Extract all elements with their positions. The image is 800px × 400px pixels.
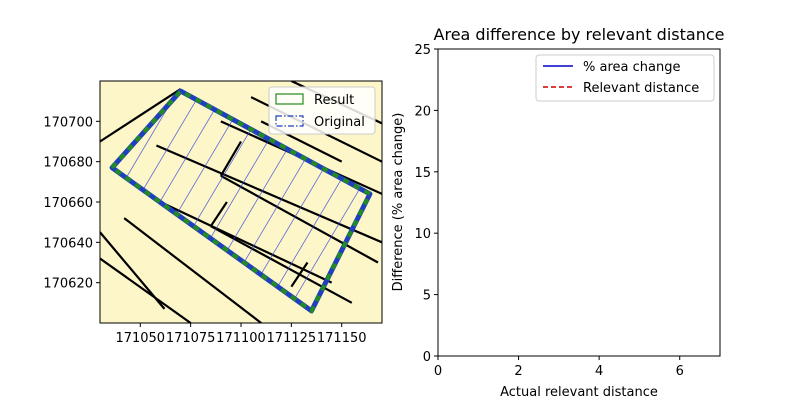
map-x-tick-label: 171075: [166, 331, 216, 346]
chart-y-tick-label: 20: [414, 104, 431, 119]
chart-x-tick-label: 6: [676, 364, 684, 379]
map-legend-box: [268, 86, 376, 135]
map-y-tick-label: 170640: [43, 236, 93, 251]
map-y-tick-label: 170680: [43, 156, 93, 171]
chart-legend: % area change Relevant distance: [535, 54, 715, 102]
chart-y-tick-label: 5: [423, 289, 431, 304]
parcel-line-13: [290, 261, 309, 288]
legend-original-label: Original: [314, 115, 365, 130]
chart-x-tick-label: 0: [434, 364, 442, 379]
chart-legend-box: [535, 54, 715, 102]
chart-y-tick-label: 15: [414, 166, 431, 181]
parcel-line-12: [209, 201, 228, 227]
chart-x-tick-label: 4: [595, 364, 603, 379]
result-polygon: [109, 88, 373, 314]
chart-y-tick-label: 25: [414, 43, 431, 58]
chart-y-ticks: 0 5 10 15 20 25: [414, 43, 438, 365]
map-y-tick-label: 170700: [43, 115, 93, 130]
x-axis-label: Actual relevant distance: [500, 385, 658, 400]
chart-x-tick-label: 2: [514, 364, 522, 379]
hatch-line: [0, 60, 28, 330]
legend-relevant-distance-label: Relevant distance: [583, 81, 699, 96]
map-x-tick-label: 171050: [115, 331, 165, 346]
map-y-tick-label: 170620: [43, 277, 93, 292]
chart-y-tick-label: 10: [414, 227, 431, 242]
map-x-ticks: 171050 171075 171100 171125 171150: [115, 323, 367, 346]
map-legend: Result Original: [268, 86, 376, 135]
map-x-tick-label: 171125: [267, 331, 317, 346]
chart-title: Area difference by relevant distance: [434, 25, 725, 44]
parcel-line-4: [100, 257, 192, 323]
chart-x-ticks: 0 2 4 6: [434, 356, 684, 379]
hatch-line: [275, 91, 370, 311]
map-y-ticks: 170620 170640 170660 170680 170700: [43, 115, 100, 292]
parcel-line-11: [219, 140, 242, 177]
map-x-tick-label: 171100: [216, 331, 266, 346]
legend-area-change-label: % area change: [583, 60, 680, 75]
parcel-line-8: [100, 88, 182, 143]
chart-y-tick-label: 0: [423, 350, 431, 365]
legend-result-label: Result: [314, 93, 354, 108]
y-axis-label: Difference (% area change): [391, 113, 406, 292]
line-chart-panel: Area difference by relevant distance 0 2 4…: [391, 25, 724, 400]
hatch-line: [0, 60, 4, 330]
legend-original-swatch: [275, 115, 304, 127]
parcel-line-1: [123, 217, 262, 323]
map-y-tick-label: 170660: [43, 196, 93, 211]
map-x-tick-label: 171150: [317, 331, 367, 346]
legend-result-swatch: [275, 93, 304, 105]
map-panel: 171050 171075 171100 171125 171150 170620170…: [0, 60, 383, 346]
parcel-line-3: [220, 174, 379, 264]
parcel-line-2: [155, 144, 382, 244]
map-polygons: [109, 88, 373, 314]
